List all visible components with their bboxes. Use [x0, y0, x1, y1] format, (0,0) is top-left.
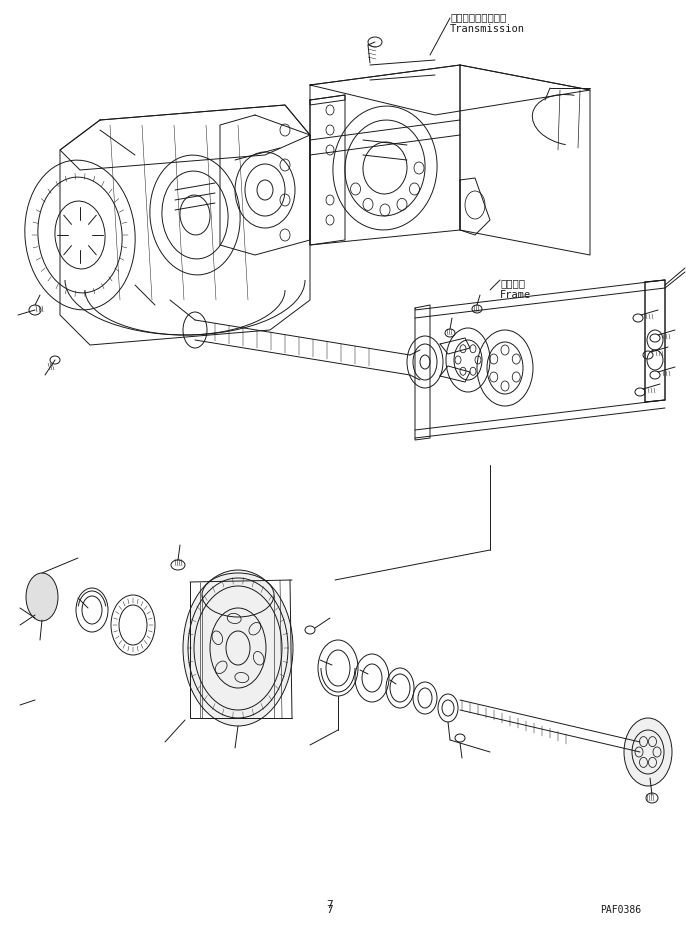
- Ellipse shape: [26, 573, 58, 621]
- Text: トランスミッション: トランスミッション: [450, 12, 506, 22]
- Text: Transmission: Transmission: [450, 24, 525, 34]
- Ellipse shape: [624, 718, 672, 786]
- Text: PAF0386: PAF0386: [600, 905, 641, 915]
- Text: Frame: Frame: [500, 290, 531, 300]
- Text: フレーム: フレーム: [500, 278, 525, 288]
- Ellipse shape: [183, 570, 293, 726]
- Text: 7: 7: [327, 905, 333, 915]
- Text: 7: 7: [327, 900, 333, 910]
